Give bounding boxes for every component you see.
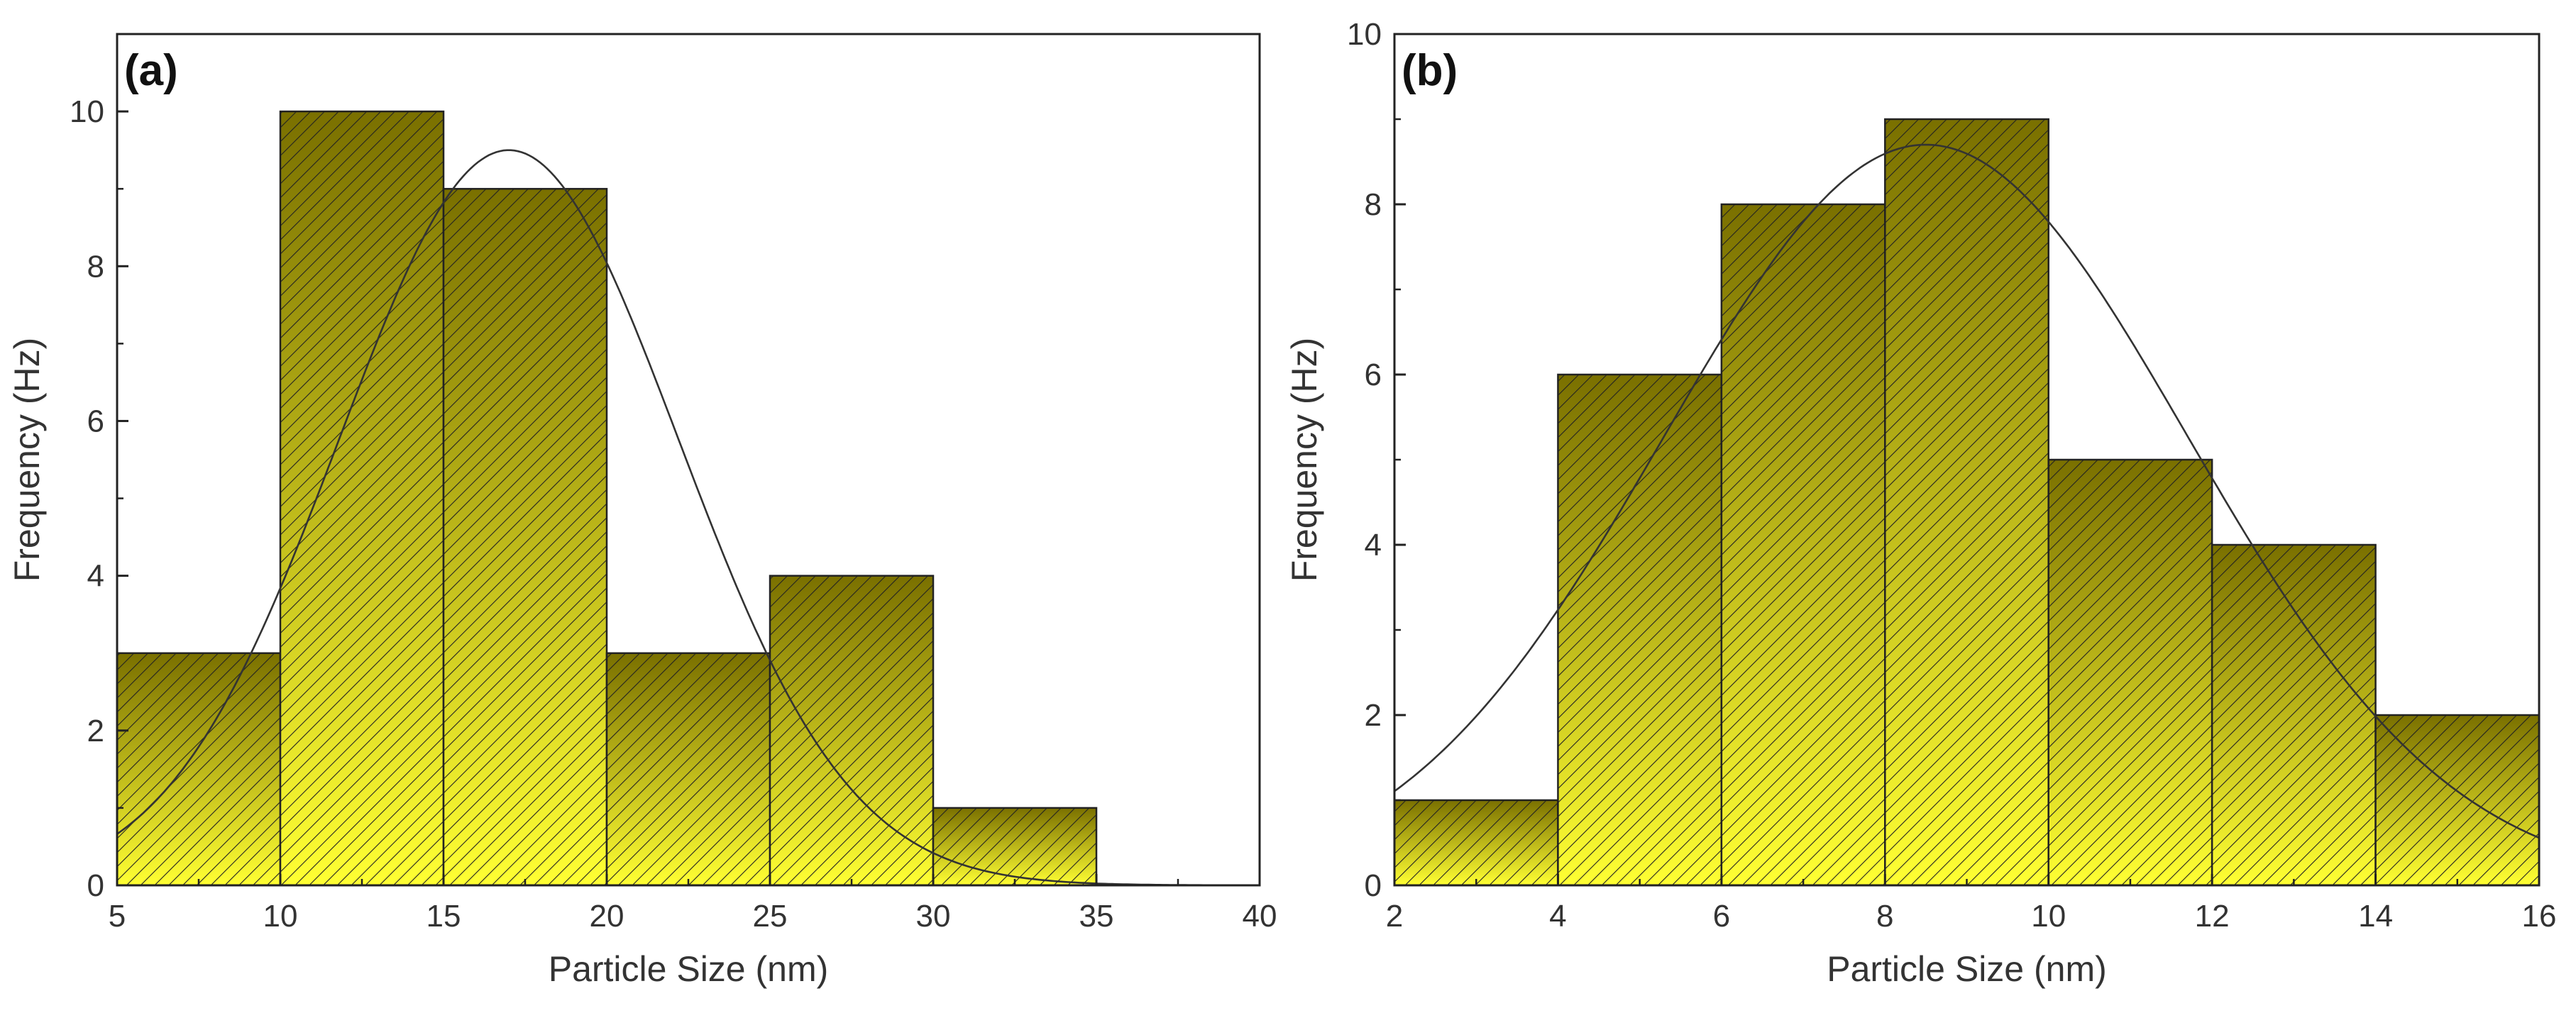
x-tick-label-b-1: 4	[1549, 899, 1566, 934]
bar-hatch-b-2	[1720, 203, 1886, 887]
x-axis-title-a: Particle Size (nm)	[549, 949, 829, 989]
bar-hatch-b-6	[2374, 714, 2541, 887]
fit-curve-b	[1394, 143, 2540, 839]
x-axis-title-b: Particle Size (nm)	[1827, 949, 2107, 989]
x-tick-label-a-5: 30	[916, 899, 951, 934]
panel-label-b: (b)	[1402, 46, 1458, 95]
x-tick-label-b-5: 12	[2195, 899, 2230, 934]
bar-hatch-b-0	[1393, 799, 1559, 887]
x-tick-label-a-2: 15	[426, 899, 461, 934]
bar-hatch-b-5	[2211, 543, 2377, 887]
bar-hatch-b-1	[1557, 373, 1723, 887]
y-tick-label-b-3: 6	[1365, 358, 1382, 392]
x-tick-label-a-1: 10	[263, 899, 298, 934]
bar-hatch-a-3	[605, 652, 771, 887]
x-tick-label-b-0: 2	[1386, 899, 1403, 934]
y-tick-label-a-2: 4	[87, 559, 104, 594]
y-axis-title-b: Frequency (Hz)	[1284, 338, 1324, 582]
panel-label-a: (a)	[124, 46, 178, 95]
y-tick-label-a-3: 6	[87, 404, 104, 438]
bar-hatch-b-4	[2047, 458, 2213, 887]
y-tick-label-b-2: 4	[1365, 528, 1382, 563]
x-tick-label-a-3: 20	[590, 899, 624, 934]
y-tick-label-b-5: 10	[1347, 17, 1382, 52]
y-tick-label-b-1: 2	[1365, 698, 1382, 733]
panel-a: 5 10 15 20 25 30 35 40 0 2 4 6 8 10 Particle Size (nm)…	[7, 33, 1277, 989]
x-tick-label-a-7: 40	[1243, 899, 1277, 934]
y-tick-label-a-1: 2	[87, 714, 104, 748]
bar-hatch-a-0	[116, 652, 282, 887]
x-tick-label-b-2: 6	[1713, 899, 1730, 934]
y-tick-label-a-4: 8	[87, 249, 104, 284]
x-tick-label-b-6: 14	[2358, 899, 2393, 934]
bar-hatch-a-1	[279, 110, 445, 887]
bar-hatch-a-5	[932, 807, 1098, 887]
x-tick-label-a-4: 25	[753, 899, 788, 934]
y-tick-label-b-0: 0	[1365, 868, 1382, 903]
bar-hatch-a-4	[769, 575, 935, 887]
y-tick-label-b-4: 8	[1365, 187, 1382, 222]
x-tick-label-a-0: 5	[109, 899, 126, 934]
x-tick-label-a-6: 35	[1079, 899, 1114, 934]
bar-hatch-b-3	[1884, 118, 2049, 887]
fit-curve-a	[116, 149, 1211, 887]
x-tick-label-b-3: 8	[1876, 899, 1893, 934]
x-tick-label-b-7: 16	[2522, 899, 2557, 934]
x-tick-label-b-4: 10	[2031, 899, 2066, 934]
y-tick-label-a-5: 10	[70, 94, 104, 129]
y-tick-label-a-0: 0	[87, 868, 104, 903]
y-axis-title-a: Frequency (Hz)	[7, 338, 47, 582]
bar-hatch-a-2	[442, 187, 608, 887]
